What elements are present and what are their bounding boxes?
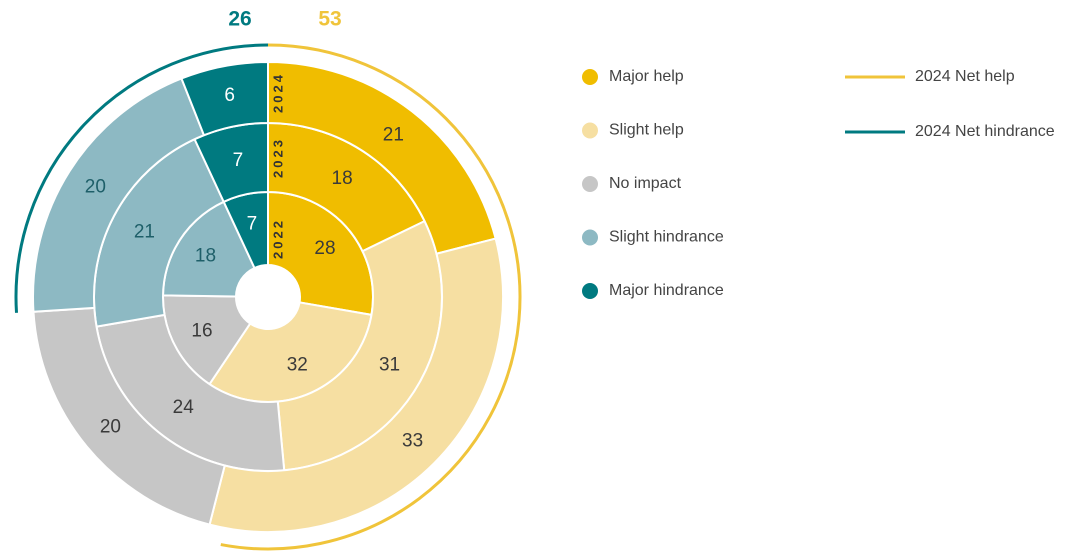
legend-swatch [582, 69, 598, 85]
value-label: 6 [224, 85, 235, 106]
net-arc [220, 43, 522, 551]
net-arc-label: 53 [318, 8, 341, 31]
donut-segment [208, 237, 504, 533]
value-label: 7 [247, 213, 258, 234]
value-label: 33 [402, 431, 423, 452]
value-label: 16 [191, 321, 212, 342]
ring-year-label: 2023 [270, 137, 285, 178]
legend-swatch [582, 122, 598, 139]
legend-label: Slight hindrance [609, 229, 724, 246]
value-label: 20 [100, 416, 121, 437]
value-label: 31 [379, 355, 400, 376]
legend-swatch [582, 229, 598, 246]
legend-label: Slight help [609, 122, 684, 139]
value-label: 32 [287, 355, 308, 376]
value-label: 28 [314, 238, 335, 259]
legend-label: Major hindrance [609, 282, 724, 299]
value-label: 18 [332, 168, 353, 189]
value-label: 7 [233, 150, 244, 171]
donut-segment [180, 60, 269, 137]
ring-year-label: 2022 [270, 218, 285, 259]
net-arc-label: 26 [228, 8, 251, 31]
legend-label: No impact [609, 175, 682, 192]
legend-label: Major help [609, 68, 684, 85]
value-label: 21 [383, 124, 404, 145]
ring-year-label: 2024 [270, 72, 285, 113]
legend-swatch [582, 283, 598, 299]
value-label: 18 [195, 245, 216, 266]
value-label: 21 [134, 221, 155, 242]
legend-swatch [582, 176, 598, 192]
value-label: 24 [173, 397, 195, 418]
net-arc [14, 43, 269, 313]
value-label: 20 [85, 176, 106, 197]
legend-label: 2024 Net hindrance [915, 123, 1055, 140]
legend-label: 2024 Net help [915, 68, 1015, 85]
